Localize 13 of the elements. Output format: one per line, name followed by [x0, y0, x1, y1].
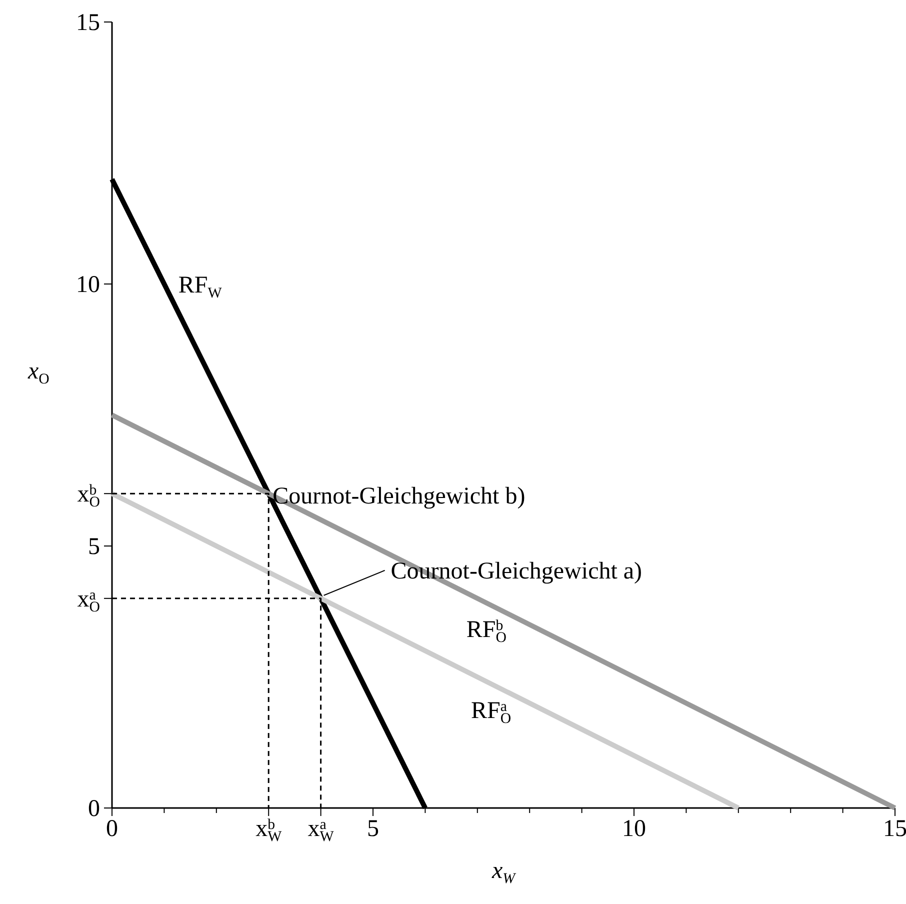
x-tick-label: 0 [106, 816, 118, 842]
y-tick-label: 5 [88, 534, 100, 560]
annotation: Cournot-Gleichgewicht b) [272, 484, 526, 510]
y-tick-label: 10 [76, 272, 100, 298]
y-tick-label: 15 [76, 10, 100, 36]
annotation: Cournot-Gleichgewicht a) [390, 558, 642, 584]
x-tick-label: 15 [883, 816, 906, 842]
y-axis-title: x$_{O}$ [27, 358, 50, 387]
x-axis-title: x$_{W}$ [490, 858, 517, 886]
x-tick-label: 5 [367, 816, 379, 842]
y-tick-label: 0 [88, 796, 100, 822]
x-tick-label: 10 [622, 816, 646, 842]
series-label: RF$_{W}$ [178, 272, 223, 301]
